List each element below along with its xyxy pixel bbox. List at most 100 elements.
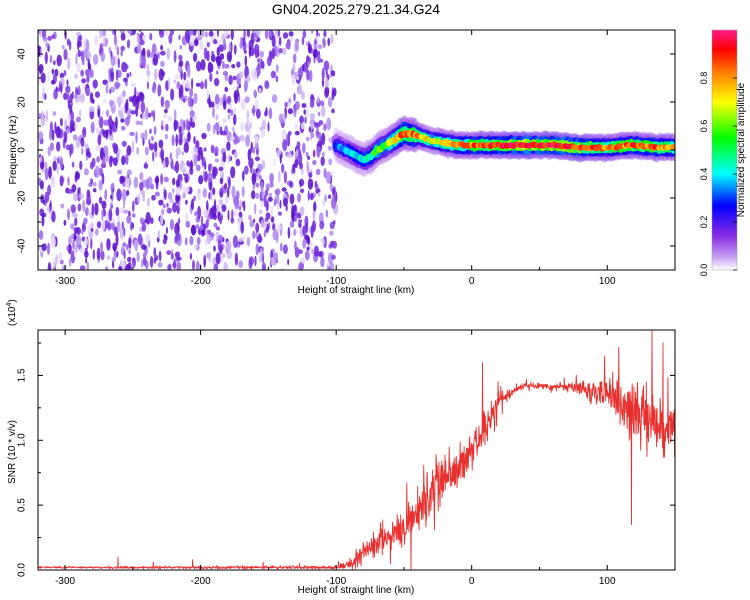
noise-blob [136, 251, 140, 263]
noise-blob [282, 32, 289, 39]
noise-blob [224, 63, 230, 69]
noise-blob [302, 239, 306, 250]
noise-blob [251, 190, 256, 200]
noise-blob [253, 218, 256, 224]
noise-blob [139, 40, 145, 46]
noise-blob [225, 240, 232, 251]
noise-blob [136, 146, 139, 155]
noise-blob [253, 44, 260, 56]
noise-blob [76, 227, 81, 235]
noise-blob [224, 86, 229, 92]
noise-blob [209, 72, 213, 82]
noise-blob [186, 65, 191, 78]
noise-blob [291, 204, 295, 218]
noise-blob [311, 30, 314, 34]
noise-blob [157, 261, 163, 268]
noise-blob [47, 71, 50, 84]
spectrogram-ylabel: Frequency (Hz) [8, 116, 19, 185]
noise-blob [226, 250, 233, 259]
noise-blob [162, 238, 167, 245]
noise-blob [50, 79, 56, 85]
noise-blob [176, 193, 180, 202]
noise-blob [160, 44, 164, 51]
noise-blob [202, 188, 207, 198]
noise-blob [178, 132, 181, 141]
noise-blob [86, 69, 92, 76]
noise-blob [120, 176, 125, 183]
noise-blob [178, 200, 181, 208]
noise-blob [191, 224, 197, 236]
noise-blob [154, 191, 160, 197]
noise-blob [310, 179, 314, 189]
noise-blob [185, 199, 188, 205]
noise-blob [68, 258, 72, 267]
snr-background [38, 330, 675, 570]
noise-blob [120, 50, 123, 57]
noise-blob [270, 256, 275, 266]
noise-blob [149, 128, 152, 134]
noise-blob [68, 235, 72, 245]
noise-blob [277, 211, 282, 216]
noise-blob [87, 58, 91, 70]
noise-blob [167, 264, 172, 270]
noise-blob [164, 108, 168, 114]
noise-blob [218, 166, 224, 172]
noise-blob [309, 241, 313, 249]
noise-blob [123, 209, 129, 214]
noise-blob [63, 219, 67, 226]
noise-blob [324, 77, 329, 90]
noise-blob [126, 169, 132, 176]
noise-blob [189, 235, 194, 246]
noise-blob [197, 30, 203, 38]
noise-blob [201, 132, 207, 140]
noise-blob [139, 30, 142, 33]
noise-blob [260, 200, 264, 208]
noise-blob [117, 57, 120, 69]
noise-blob [206, 50, 210, 62]
noise-blob [215, 146, 218, 152]
noise-blob [110, 194, 113, 200]
noise-blob [92, 249, 96, 260]
noise-blob [211, 205, 217, 218]
snr-multiplier: (x104) [6, 299, 18, 326]
noise-blob [175, 179, 180, 188]
noise-blob [110, 203, 114, 209]
noise-blob [271, 94, 278, 103]
noise-blob [327, 266, 332, 270]
noise-blob [77, 40, 82, 48]
noise-blob [160, 60, 165, 68]
noise-blob [235, 158, 241, 167]
noise-blob [207, 172, 213, 183]
noise-blob [213, 245, 216, 252]
noise-blob [127, 114, 131, 120]
noise-blob [70, 204, 76, 214]
noise-blob [101, 200, 107, 210]
noise-blob [162, 114, 167, 118]
noise-blob [67, 188, 73, 194]
noise-blob [75, 53, 78, 66]
noise-blob [178, 60, 184, 67]
noise-blob [67, 208, 70, 221]
noise-blob [307, 155, 311, 160]
noise-blob [193, 92, 198, 105]
noise-blob [252, 68, 258, 82]
noise-blob [208, 191, 211, 200]
noise-blob [223, 30, 229, 38]
noise-blob [110, 55, 116, 67]
noise-blob [120, 206, 124, 214]
noise-blob [310, 94, 315, 100]
noise-blob [327, 145, 333, 151]
noise-blob [51, 129, 55, 141]
noise-blob [212, 106, 215, 118]
snr-line [38, 330, 675, 570]
noise-blob [49, 55, 53, 64]
noise-blob [106, 109, 109, 118]
noise-blob [104, 189, 108, 201]
noise-blob [234, 252, 239, 266]
noise-blob [106, 255, 111, 260]
noise-blob [282, 139, 288, 152]
noise-blob [161, 208, 165, 216]
snr-x-tick-label: -300 [55, 576, 75, 587]
noise-blob [302, 225, 307, 236]
noise-blob [328, 194, 332, 199]
